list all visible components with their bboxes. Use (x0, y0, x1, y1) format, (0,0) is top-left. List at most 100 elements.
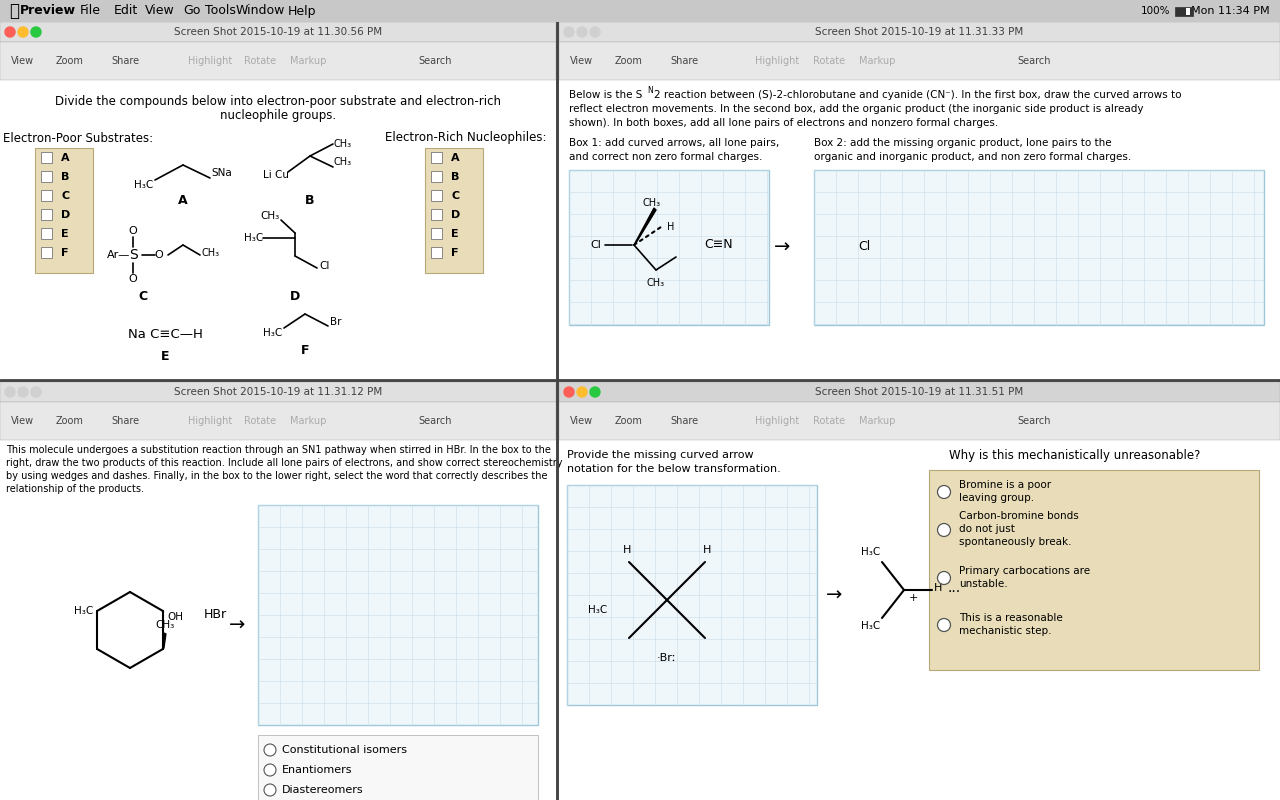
Text: CH₃: CH₃ (646, 278, 666, 288)
Bar (431, 228, 442, 239)
Bar (41, 228, 52, 239)
Text: →: → (229, 615, 246, 634)
Bar (41, 209, 52, 220)
Text: File: File (79, 5, 101, 18)
Text: View: View (145, 5, 175, 18)
Text: and correct non zero formal charges.: and correct non zero formal charges. (570, 152, 763, 162)
Circle shape (264, 744, 276, 756)
Text: leaving group.: leaving group. (959, 493, 1034, 503)
Bar (0, 80, 556, 380)
Text: right, draw the two products of this reaction. Include all lone pairs of electro: right, draw the two products of this rea… (6, 458, 562, 468)
Text: Edit: Edit (114, 5, 138, 18)
Text: OH: OH (166, 612, 183, 622)
Bar (41, 190, 52, 201)
Text: Rotate: Rotate (813, 416, 845, 426)
Circle shape (937, 618, 951, 631)
Text: B: B (451, 172, 460, 182)
Bar (259, 505, 538, 725)
Bar (559, 382, 1280, 402)
Bar (425, 148, 483, 273)
Circle shape (577, 27, 588, 37)
Circle shape (31, 27, 41, 37)
Bar (41, 171, 52, 182)
Polygon shape (163, 633, 166, 649)
Text: :  (9, 2, 19, 20)
Text: Screen Shot 2015-10-19 at 11.31.12 PM: Screen Shot 2015-10-19 at 11.31.12 PM (174, 387, 383, 397)
Text: Diastereomers: Diastereomers (282, 785, 364, 795)
Text: A: A (178, 194, 188, 206)
Text: Electron-Rich Nucleophiles:: Electron-Rich Nucleophiles: (385, 131, 547, 145)
Text: notation for the below transformation.: notation for the below transformation. (567, 464, 781, 474)
Bar (1176, 8, 1190, 15)
Circle shape (590, 387, 600, 397)
Text: Provide the missing curved arrow: Provide the missing curved arrow (567, 450, 754, 460)
Text: shown). In both boxes, add all lone pairs of electrons and nonzero formal charge: shown). In both boxes, add all lone pair… (570, 118, 998, 128)
Bar (0, 440, 556, 800)
Circle shape (590, 27, 600, 37)
Bar (559, 80, 1280, 380)
Bar (0, 382, 556, 800)
Text: CH₃: CH₃ (334, 139, 352, 149)
Text: spontaneously break.: spontaneously break. (959, 537, 1071, 547)
Text: H₃C: H₃C (588, 605, 607, 615)
Text: Markup: Markup (859, 56, 895, 66)
Text: D: D (451, 210, 461, 220)
Circle shape (577, 387, 588, 397)
Text: nucleophile groups.: nucleophile groups. (220, 110, 337, 122)
Text: CH₃: CH₃ (260, 211, 279, 221)
Text: Box 2: add the missing organic product, lone pairs to the: Box 2: add the missing organic product, … (814, 138, 1111, 148)
Bar (559, 440, 1280, 800)
Text: Why is this mechanistically unreasonable?: Why is this mechanistically unreasonable… (948, 449, 1201, 462)
Text: Br: Br (330, 317, 342, 327)
Text: H₃C: H₃C (243, 233, 262, 243)
Text: 100%: 100% (1140, 6, 1170, 16)
Text: CH₃: CH₃ (155, 620, 174, 630)
Text: Mon 11:34 PM: Mon 11:34 PM (1192, 6, 1270, 16)
Text: Highlight: Highlight (188, 56, 232, 66)
Text: H₃C: H₃C (74, 606, 93, 616)
Text: This is a reasonable: This is a reasonable (959, 613, 1062, 623)
Circle shape (18, 27, 28, 37)
Text: Rotate: Rotate (813, 56, 845, 66)
Text: O: O (128, 274, 137, 284)
Text: This molecule undergoes a substitution reaction through an SN1 pathway when stir: This molecule undergoes a substitution r… (6, 445, 550, 455)
Bar (0, 42, 556, 80)
Bar (1176, 8, 1187, 15)
Text: Highlight: Highlight (755, 416, 799, 426)
Text: A: A (451, 153, 460, 163)
Text: C: C (61, 191, 69, 201)
Text: Markup: Markup (289, 56, 326, 66)
Text: Screen Shot 2015-10-19 at 11.31.33 PM: Screen Shot 2015-10-19 at 11.31.33 PM (815, 27, 1023, 37)
Bar (35, 148, 93, 273)
Bar (41, 152, 52, 163)
Text: Cl: Cl (590, 240, 602, 250)
Circle shape (31, 387, 41, 397)
Text: E: E (451, 229, 458, 239)
Circle shape (937, 571, 951, 585)
Text: HBr: HBr (204, 609, 227, 622)
Bar (559, 42, 1280, 80)
Text: Electron-Poor Substrates:: Electron-Poor Substrates: (3, 131, 154, 145)
Bar (0, 0, 1280, 22)
Text: Divide the compounds below into electron-poor substrate and electron-rich: Divide the compounds below into electron… (55, 95, 500, 109)
Text: Share: Share (669, 416, 698, 426)
Bar (0, 382, 556, 402)
Text: Below is the S: Below is the S (570, 90, 643, 100)
Bar (431, 171, 442, 182)
Text: F: F (451, 248, 458, 258)
Text: C: C (138, 290, 147, 303)
Circle shape (5, 27, 15, 37)
Text: View: View (570, 56, 593, 66)
Bar (431, 152, 442, 163)
Bar (567, 485, 817, 705)
Text: Search: Search (419, 416, 452, 426)
Text: Zoom: Zoom (56, 56, 84, 66)
Text: D: D (61, 210, 70, 220)
Circle shape (31, 27, 41, 37)
Text: Preview: Preview (20, 5, 76, 18)
Bar (431, 190, 442, 201)
Bar (0, 22, 556, 42)
Text: organic and inorganic product, and non zero formal charges.: organic and inorganic product, and non z… (814, 152, 1132, 162)
Text: S: S (128, 248, 137, 262)
Text: Rotate: Rotate (244, 56, 276, 66)
